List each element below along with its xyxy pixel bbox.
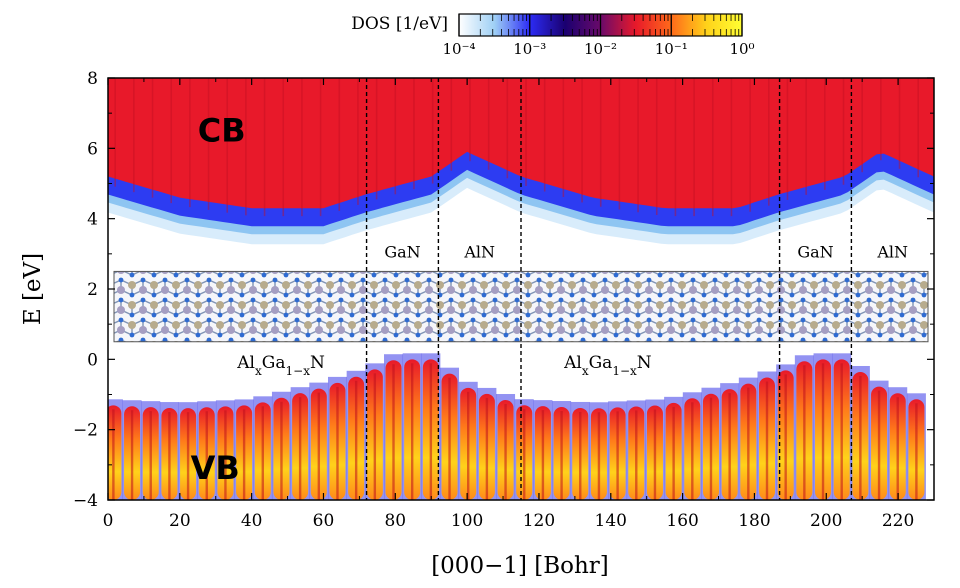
interface-lines (365, 78, 853, 500)
x-tick-label: 40 (241, 511, 263, 531)
vb-column-gap (896, 397, 899, 500)
vb-column-gap (840, 363, 843, 500)
vb-column-gap (877, 390, 881, 500)
alloy-label: AlxGa1−xN (563, 353, 652, 378)
colorbar-tick-label: 10⁰ (729, 40, 754, 58)
y-tick-label: 0 (87, 350, 98, 370)
x-tick-label: 220 (882, 511, 914, 531)
x-tick-label: 20 (169, 511, 191, 531)
vb-column-gap (112, 409, 115, 500)
vb-column-gap (429, 363, 433, 500)
vb-column-gap (597, 412, 601, 500)
axis-ticks: 0 20 40 60 80 100 120 140 160 180 200 220 −4 −2 0 2 4 6 8 (73, 69, 934, 531)
vb-column-gap (523, 409, 526, 500)
vb-column (108, 405, 122, 500)
vb-column-gap (168, 412, 171, 500)
y-tick-label: −4 (73, 491, 98, 511)
vb-column-gap (354, 380, 358, 500)
vb-column-gap (728, 393, 731, 500)
x-tick-label: 0 (103, 511, 114, 531)
vb-column-gap (205, 411, 208, 500)
y-axis-label: E [eV] (20, 253, 46, 325)
region-label: GaN (797, 242, 833, 261)
vb-column-gap (242, 409, 246, 500)
colorbar-tick-label: 10⁻² (584, 40, 617, 58)
vb-column-gap (915, 403, 918, 500)
y-tick-label: 8 (87, 69, 98, 89)
colorbar: DOS [1/eV] 10⁻⁴ 10⁻³ 10⁻² 10⁻¹ 10⁰ (351, 13, 755, 58)
vb-column-gap (448, 377, 451, 500)
x-tick-label: 100 (451, 511, 483, 531)
vb-column-gap (541, 410, 545, 500)
x-axis-label: [000−1] [Bohr] (431, 553, 609, 579)
x-tick-label: 60 (313, 511, 335, 531)
vb-column-gap (224, 410, 227, 500)
alloy-label: AlxGa1−xN (236, 353, 325, 378)
x-tick-label: 120 (523, 511, 555, 531)
vb-column-gap (373, 373, 377, 500)
vb-column-gap (317, 392, 321, 500)
vb-column-gap (298, 397, 302, 500)
vb-column-gap (130, 410, 134, 500)
vb-column-gap (467, 391, 470, 500)
vb-column-gap (392, 364, 395, 500)
colorbar-label: DOS [1/eV] (351, 14, 448, 34)
y-tick-label: 4 (87, 210, 98, 230)
vb-column-gap (280, 401, 283, 500)
colorbar-tick-label: 10⁻⁴ (442, 40, 475, 58)
vb-column-gap (560, 411, 563, 500)
vb-column-gap (186, 412, 190, 500)
vb-column-gap (504, 404, 507, 500)
vb-column-gap (747, 387, 750, 500)
colorbar-tick-label: 10⁻¹ (655, 40, 688, 58)
vb-column-gap (859, 375, 862, 500)
x-tick-label: 200 (810, 511, 842, 531)
vb-column-gap (653, 409, 657, 500)
x-tick-label: 140 (595, 511, 627, 531)
vb-column-gap (803, 365, 806, 500)
vb-column-gap (821, 363, 825, 500)
y-tick-label: 2 (87, 280, 98, 300)
vb-column-gap (410, 363, 414, 500)
vb-column-gap (261, 406, 264, 500)
x-tick-label: 80 (384, 511, 406, 531)
region-label: AlN (876, 242, 908, 261)
vb-column-gap (784, 374, 787, 500)
vb-column-gap (635, 410, 638, 500)
vb-column-gap (336, 386, 339, 500)
band-label-cb: CB (198, 111, 246, 149)
colorbar-tick-label: 10⁻³ (513, 40, 546, 58)
vb-column-gap (485, 397, 489, 500)
y-tick-label: −2 (73, 421, 98, 441)
vb-column-gap (672, 406, 675, 500)
x-tick-label: 160 (666, 511, 698, 531)
vb-column-gap (149, 411, 152, 500)
valence-band-density (108, 353, 926, 500)
vb-column-gap (709, 397, 713, 500)
plot-area: 0 20 40 60 80 100 120 140 160 180 200 220−4−202468 … (73, 69, 935, 531)
y-tick-label: 6 (87, 139, 98, 159)
region-label: AlN (463, 242, 495, 261)
vb-column-gap (616, 411, 619, 500)
region-label: GaN (384, 242, 420, 261)
x-tick-label: 180 (738, 511, 770, 531)
vb-column-gap (765, 381, 769, 500)
vb-column-gap (691, 402, 694, 500)
vb-column-gap (579, 411, 582, 500)
band-label-vb: VB (191, 449, 240, 487)
